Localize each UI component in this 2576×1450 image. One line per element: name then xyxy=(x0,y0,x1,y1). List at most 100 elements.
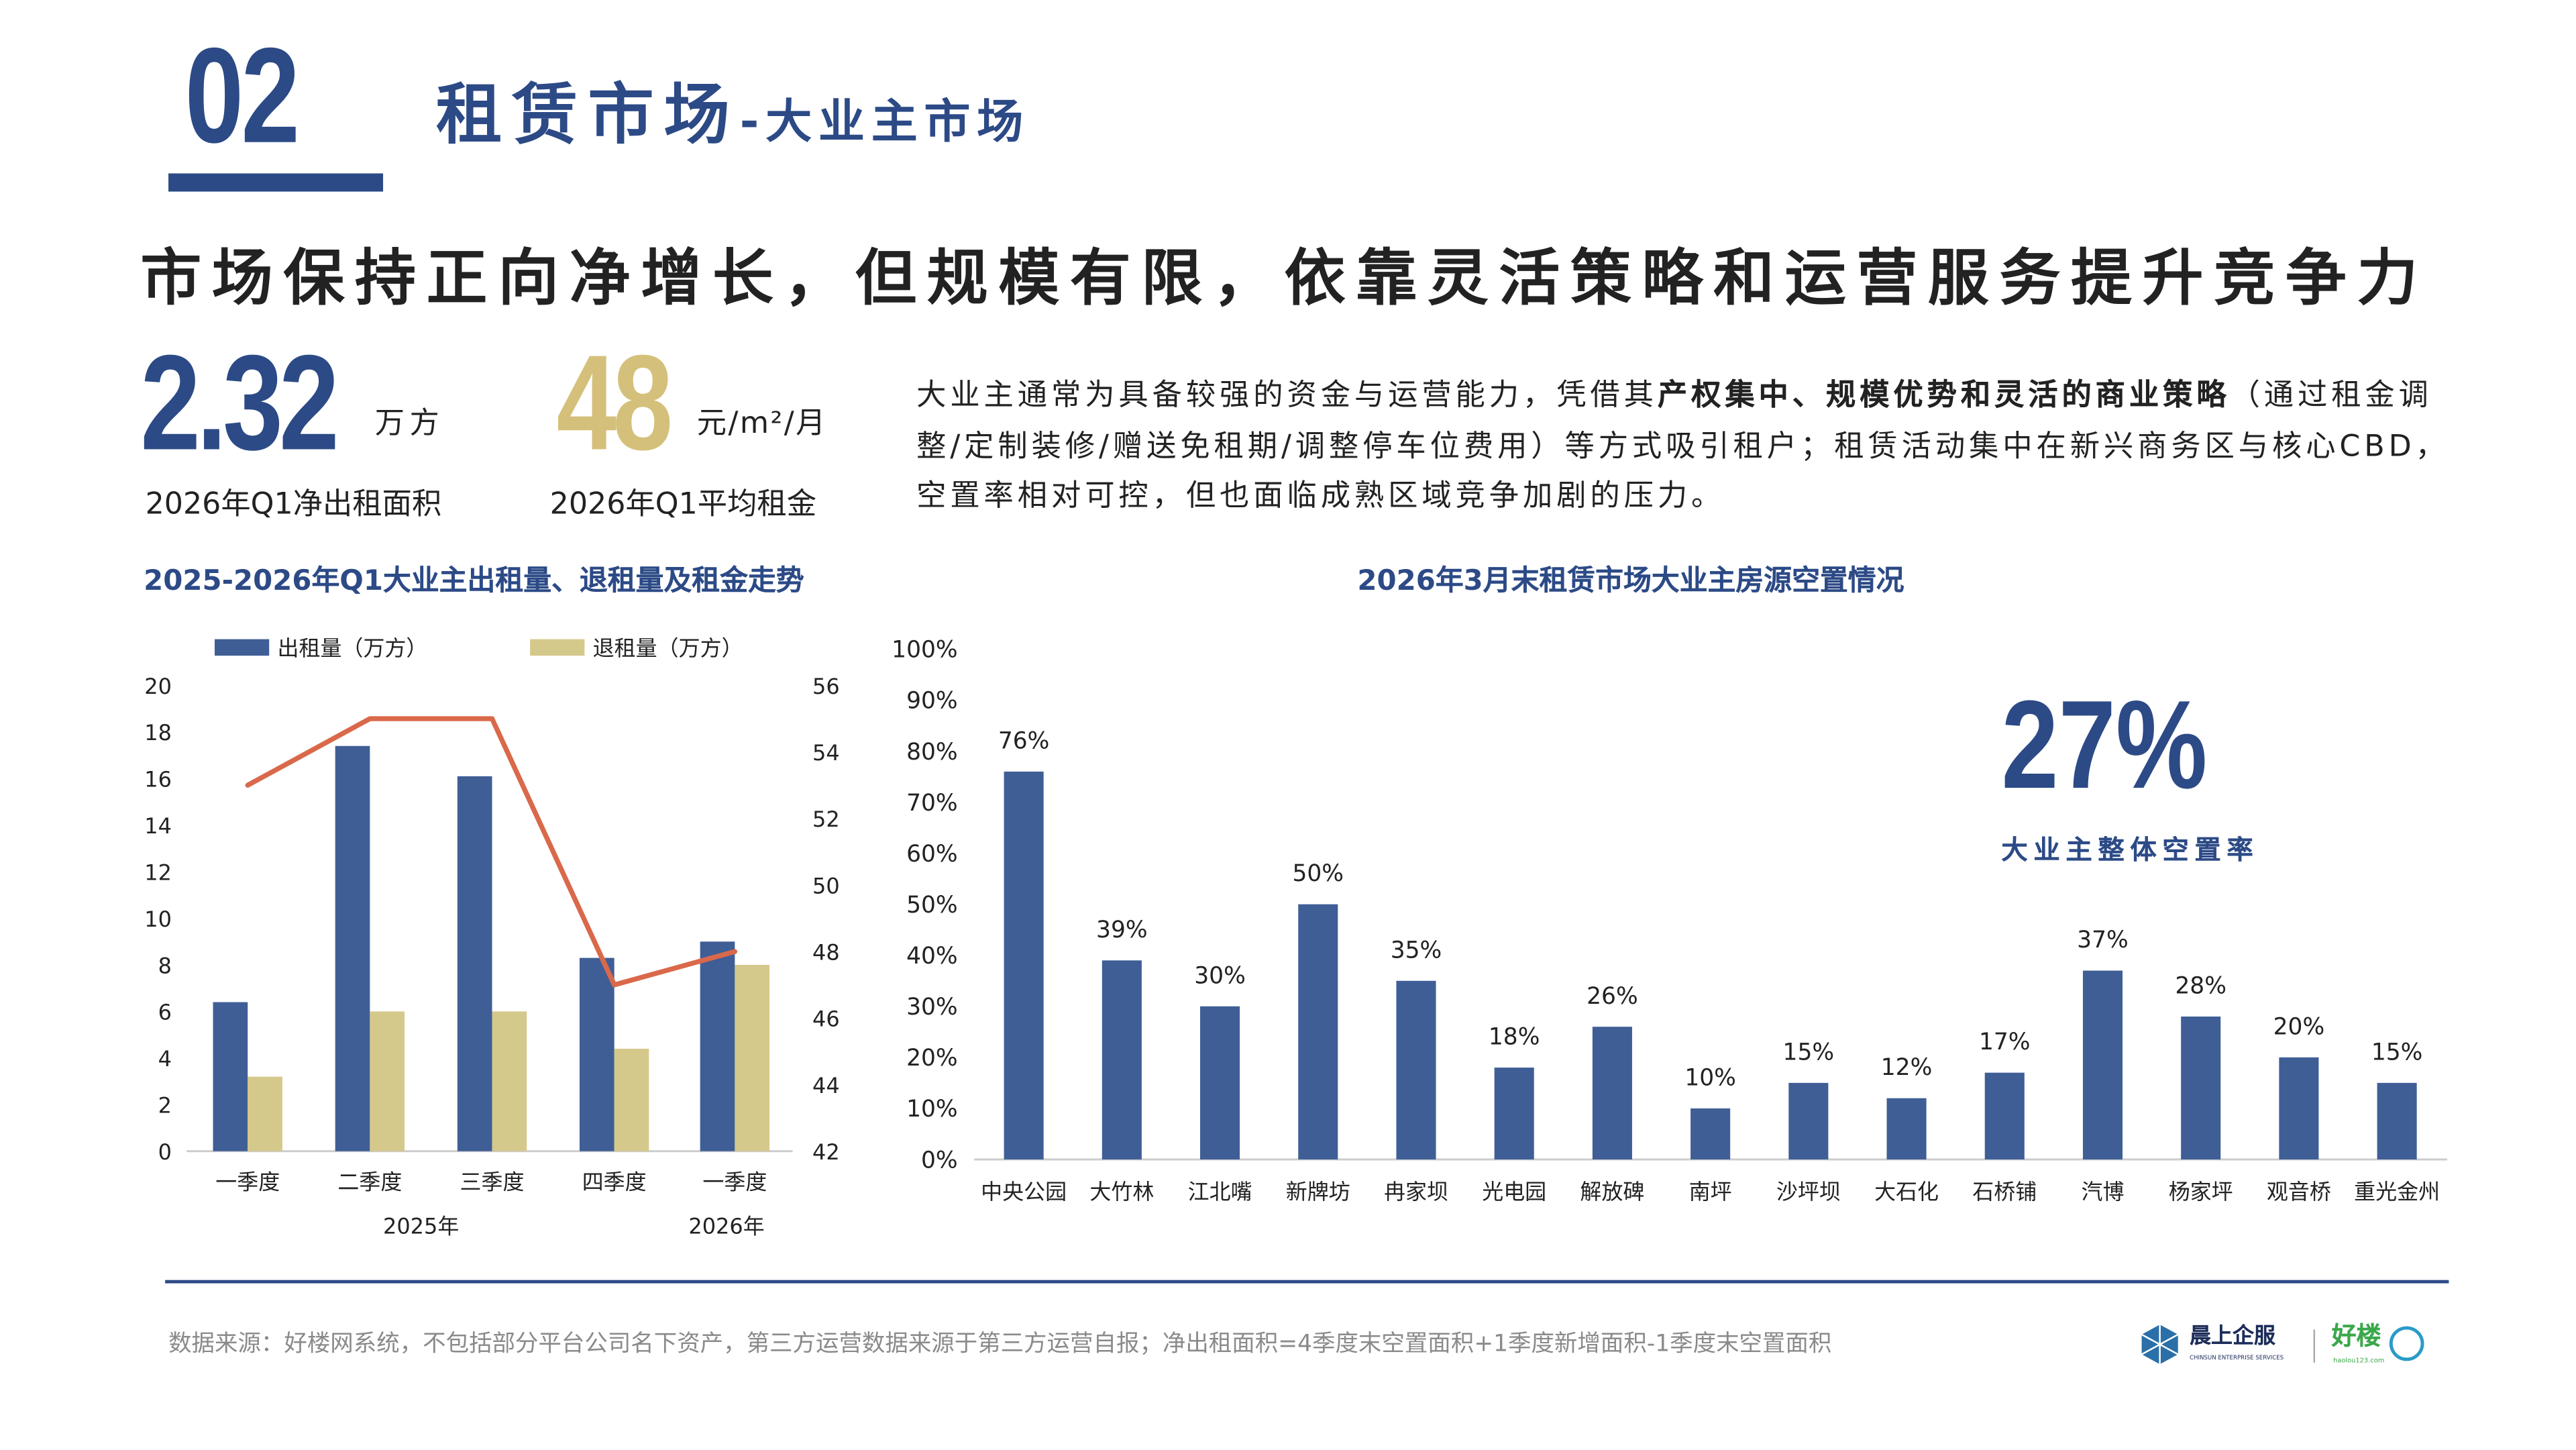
x-tick: 解放碑 xyxy=(1580,1179,1644,1204)
data-label: 17% xyxy=(1979,1029,2031,1055)
x-tick: 杨家坪 xyxy=(2169,1179,2233,1204)
bar-move-out xyxy=(248,1076,282,1151)
y-left-tick: 6 xyxy=(158,1000,172,1025)
x-tick: 一季度 xyxy=(702,1169,767,1194)
kpi-value: 48 xyxy=(556,328,674,479)
y-left-tick: 4 xyxy=(158,1046,172,1072)
y-tick: 20% xyxy=(906,1045,958,1072)
logo-divider xyxy=(2313,1329,2316,1363)
year-label: 2025年 xyxy=(383,1214,459,1239)
x-tick: 光电园 xyxy=(1482,1179,1546,1204)
data-label: 15% xyxy=(2371,1039,2423,1066)
title-sub: -大业主市场 xyxy=(739,94,1030,149)
x-tick: 南坪 xyxy=(1689,1179,1732,1204)
y-right-tick: 42 xyxy=(812,1139,840,1165)
logo1-text: 晨上企服 xyxy=(2189,1325,2275,1350)
y-tick: 10% xyxy=(906,1096,958,1123)
para-bold: 产权集中、规模优势和灵活的商业策略 xyxy=(1657,378,2231,413)
chart-rent-trend: 024681012141618204244464850525456一季度 二季度三… xyxy=(144,635,840,1239)
year-label: 2026年 xyxy=(688,1214,764,1239)
data-label: 50% xyxy=(1292,860,1344,887)
vacancy-bar xyxy=(1690,1108,1731,1159)
legend-label: 退租量（万方） xyxy=(593,635,743,661)
data-label: 10% xyxy=(1684,1064,1736,1091)
section-number: 02 xyxy=(184,21,300,172)
y-tick: 80% xyxy=(906,739,958,766)
chart1-title: 2025-2026年Q1大业主出租量、退租量及租金走势 xyxy=(144,564,804,599)
y-left-tick: 20 xyxy=(144,674,172,699)
hexagon-logo-icon xyxy=(2141,1325,2179,1365)
x-tick: 中央公园 xyxy=(981,1179,1067,1204)
kpi-rent: 48 xyxy=(556,328,698,479)
vacancy-bar xyxy=(2279,1057,2319,1159)
title-main: 租赁市场 xyxy=(435,77,740,154)
chart-vacancy: 0% 10% 20% 30% 40% 50% 60% 70% 80% 90% 100% 76% 中央公园… xyxy=(892,637,2447,1204)
legend-swatch-leased xyxy=(214,639,270,656)
bar-leased xyxy=(700,941,735,1151)
bar-leased xyxy=(213,1002,248,1151)
data-label: 15% xyxy=(1783,1039,1835,1066)
x-tick: 一季度 xyxy=(215,1169,280,1194)
building-logo-icon xyxy=(2389,1326,2424,1361)
headline: 市场保持正向净增长，但规模有限，依靠灵活策略和运营服务提升竞争力 xyxy=(140,242,2428,314)
vacancy-bar xyxy=(1494,1068,1534,1159)
para-text: 大业主通常为具备较强的资金与运营能力，凭借其 xyxy=(916,378,1658,413)
y-left-tick: 12 xyxy=(144,860,172,885)
logo2-url: haolou123.com xyxy=(2333,1355,2385,1365)
y-tick: 50% xyxy=(906,892,958,919)
data-label: 39% xyxy=(1096,917,1148,943)
y-tick: 30% xyxy=(906,994,958,1021)
vacancy-bar xyxy=(1200,1006,1240,1159)
kpi-unit: 元/m²/月 xyxy=(696,406,827,442)
vacancy-bar xyxy=(1592,1027,1632,1159)
y-right-tick: 52 xyxy=(812,807,840,832)
y-right-tick: 56 xyxy=(812,674,840,699)
bar-move-out xyxy=(735,965,770,1151)
y-left-tick: 18 xyxy=(144,720,172,745)
kpi-label: 2026年Q1净出租面积 xyxy=(145,487,442,522)
x-tick: 沙坪坝 xyxy=(1776,1179,1841,1204)
kpi-value: 2.32 xyxy=(140,328,339,479)
y-tick: 60% xyxy=(906,841,958,868)
vacancy-bar xyxy=(2082,970,2123,1159)
x-tick: 二季度 xyxy=(337,1169,402,1194)
data-label: 35% xyxy=(1391,937,1442,964)
y-right-tick: 50 xyxy=(812,873,840,898)
y-right-tick: 54 xyxy=(812,740,840,766)
description-paragraph: 大业主通常为具备较强的资金与运营能力，凭借其产权集中、规模优势和灵活的商业策略（… xyxy=(916,372,2452,523)
x-tick: 大竹林 xyxy=(1089,1179,1154,1204)
x-tick: 冉家坝 xyxy=(1384,1179,1448,1204)
logo1-en: CHINSUN ENTERPRISE SERVICES xyxy=(2189,1354,2284,1361)
kpi-unit: 万方 xyxy=(374,406,445,442)
footer-divider xyxy=(165,1280,2449,1284)
para-text: （通过租金调整/定制装修/赠送免租期/调整停车位费用）等方式吸引租户；租赁活动集… xyxy=(916,378,2449,514)
section-underline xyxy=(168,173,384,192)
bar-move-out xyxy=(492,1011,527,1151)
y-left-tick: 2 xyxy=(158,1093,172,1119)
x-tick: 石桥铺 xyxy=(1972,1179,2037,1204)
y-right-tick: 46 xyxy=(812,1006,840,1032)
vacancy-bar xyxy=(1984,1072,2025,1159)
data-label: 20% xyxy=(2273,1013,2325,1040)
x-tick: 观音桥 xyxy=(2267,1179,2331,1204)
y-left-tick: 10 xyxy=(144,907,172,932)
data-label: 12% xyxy=(1881,1054,1933,1081)
kpi-area: 2.32 xyxy=(140,328,384,479)
y-left-tick: 8 xyxy=(158,953,172,978)
y-tick: 40% xyxy=(906,943,958,970)
x-tick: 汽博 xyxy=(2081,1179,2124,1204)
page-title: 租赁市场-大业主市场 xyxy=(436,76,1030,155)
data-label: 30% xyxy=(1194,962,1246,989)
y-left-tick: 0 xyxy=(158,1139,172,1165)
y-left-tick: 16 xyxy=(144,767,172,792)
chart2-title: 2026年3月末租赁市场大业主房源空置情况 xyxy=(1357,564,1904,599)
y-tick: 0% xyxy=(921,1147,958,1174)
legend-label: 出租量（万方） xyxy=(278,635,428,661)
vacancy-bar xyxy=(2377,1082,2417,1159)
y-left-tick: 14 xyxy=(144,813,172,839)
vacancy-bar xyxy=(1788,1082,1829,1159)
vacancy-bar xyxy=(1102,960,1142,1159)
data-label: 37% xyxy=(2077,927,2129,953)
bar-leased xyxy=(335,745,370,1151)
